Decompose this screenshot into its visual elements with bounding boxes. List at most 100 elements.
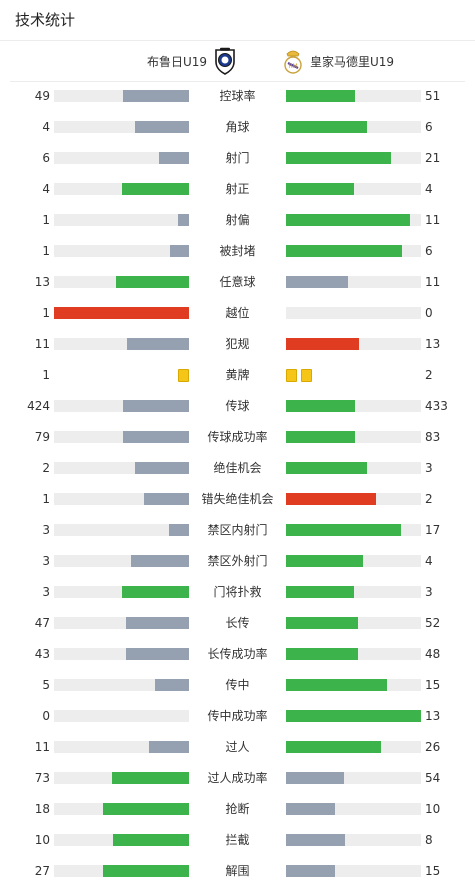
away-bar-fill — [286, 586, 354, 598]
away-bar-fill — [286, 772, 345, 784]
away-bar-fill — [286, 276, 349, 288]
home-bar-track — [54, 834, 189, 846]
away-team-name: 皇家马德里U19 — [310, 54, 395, 69]
teams-header: 布鲁日U19 RM 皇家马德里U19 — [10, 41, 465, 82]
stat-row: 1 射偏 11 — [0, 205, 475, 236]
away-bar-fill — [286, 803, 335, 815]
away-stat-value: 3 — [425, 461, 433, 475]
stat-label: 错失绝佳机会 — [201, 492, 274, 506]
away-team[interactable]: RM 皇家马德里U19 — [282, 47, 394, 75]
home-team[interactable]: 布鲁日U19 — [10, 47, 237, 75]
stat-row: 3 禁区内射门 17 — [0, 515, 475, 546]
away-stat-value: 54 — [425, 771, 441, 785]
home-stat-value: 43 — [34, 647, 50, 661]
away-stat-value: 13 — [425, 337, 441, 351]
away-stat-value: 10 — [425, 802, 441, 816]
home-bar-track — [54, 214, 189, 226]
away-bar-track — [286, 400, 421, 412]
home-bar-track — [54, 803, 189, 815]
home-bar-fill — [116, 276, 189, 288]
away-bar-track — [286, 865, 421, 877]
home-bar-track — [54, 90, 189, 102]
away-stat-value: 26 — [425, 740, 441, 754]
stat-row: 1 被封堵 6 — [0, 236, 475, 267]
stat-label: 任意球 — [219, 275, 256, 289]
stat-label: 过人成功率 — [207, 771, 268, 785]
stat-row: 2 绝佳机会 3 — [0, 453, 475, 484]
stat-row: 10 拦截 8 — [0, 825, 475, 856]
stat-label: 越位 — [225, 306, 250, 320]
home-stat-value: 3 — [42, 585, 50, 599]
home-bar-fill — [170, 245, 189, 257]
stat-row: 47 长传 52 — [0, 608, 475, 639]
home-bar-track — [54, 183, 189, 195]
away-stat-value: 48 — [425, 647, 441, 661]
away-bar-track — [286, 493, 421, 505]
home-stat-value: 0 — [42, 709, 50, 723]
home-stat-value: 5 — [42, 678, 50, 692]
away-bar-fill — [286, 834, 346, 846]
home-stat-value: 424 — [27, 399, 50, 413]
away-bar-fill — [286, 245, 403, 257]
page-title: 技术统计 — [0, 0, 475, 41]
home-bar-track — [54, 276, 189, 288]
home-bar-track — [54, 462, 189, 474]
stat-label: 绝佳机会 — [213, 461, 262, 475]
stat-label: 长传 — [225, 616, 250, 630]
stat-row: 18 抢断 10 — [0, 794, 475, 825]
home-stat-value: 3 — [42, 554, 50, 568]
away-stat-value: 6 — [425, 244, 433, 258]
home-bar-track — [54, 121, 189, 133]
away-bar-fill — [286, 183, 354, 195]
home-stat-value: 2 — [42, 461, 50, 475]
real-madrid-crest-icon: RM — [282, 47, 304, 75]
stat-row: 5 传中 15 — [0, 670, 475, 701]
away-bar-track — [286, 710, 421, 722]
home-bar-track — [54, 555, 189, 567]
home-bar-track — [54, 493, 189, 505]
home-bar-fill — [148, 741, 189, 753]
svg-text:RM: RM — [288, 63, 297, 70]
away-stat-value: 2 — [425, 368, 433, 382]
yellow-card-icon — [301, 369, 312, 382]
stat-label: 传中成功率 — [207, 709, 268, 723]
home-bar-fill — [122, 431, 189, 443]
away-bar-track — [286, 276, 421, 288]
away-stat-value: 6 — [425, 120, 433, 134]
stat-label: 禁区外射门 — [207, 554, 268, 568]
away-bar-track — [286, 183, 421, 195]
away-yellow-cards — [286, 369, 312, 382]
away-bar-track — [286, 90, 421, 102]
away-stat-value: 2 — [425, 492, 433, 506]
away-stat-value: 8 — [425, 833, 433, 847]
home-bar-fill — [102, 865, 189, 877]
away-stat-value: 3 — [425, 585, 433, 599]
yellow-card-icon — [286, 369, 297, 382]
stat-label: 传中 — [225, 678, 250, 692]
stat-label: 角球 — [225, 120, 250, 134]
home-bar-fill — [159, 152, 189, 164]
away-bar-track — [286, 338, 421, 350]
away-bar-track — [286, 679, 421, 691]
away-bar-fill — [286, 400, 355, 412]
stat-label: 黄牌 — [225, 368, 250, 382]
away-stat-value: 83 — [425, 430, 441, 444]
stat-row: 4 射正 4 — [0, 174, 475, 205]
away-stat-value: 4 — [425, 554, 433, 568]
home-stat-value: 79 — [34, 430, 50, 444]
away-stat-value: 52 — [425, 616, 441, 630]
stat-row: 27 解围 15 — [0, 856, 475, 887]
home-bar-fill — [112, 772, 189, 784]
away-bar-track — [286, 803, 421, 815]
stat-row: 11 过人 26 — [0, 732, 475, 763]
home-bar-track — [54, 772, 189, 784]
stat-row: 6 射门 21 — [0, 143, 475, 174]
away-bar-track — [286, 834, 421, 846]
away-bar-fill — [286, 431, 355, 443]
away-bar-fill — [286, 462, 367, 474]
home-bar-fill — [102, 803, 189, 815]
stat-row: 3 门将扑救 3 — [0, 577, 475, 608]
away-stat-value: 11 — [425, 275, 441, 289]
stat-row: 73 过人成功率 54 — [0, 763, 475, 794]
home-stat-value: 18 — [34, 802, 50, 816]
